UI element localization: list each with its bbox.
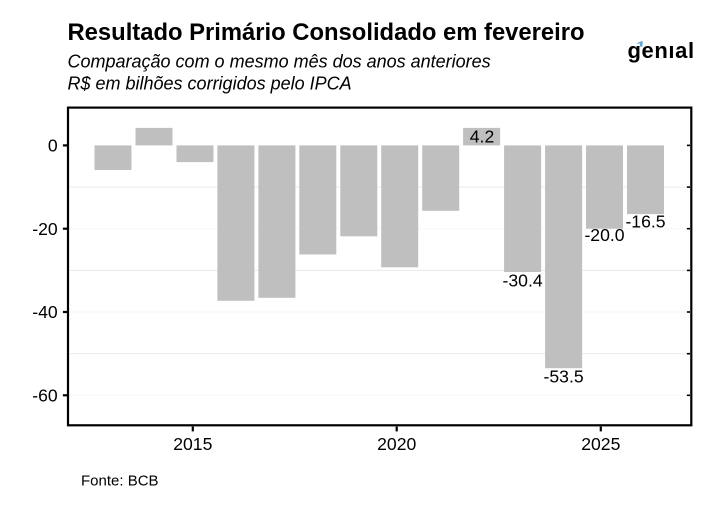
svg-text:2015: 2015 [173,434,212,454]
svg-text:-40: -40 [32,302,58,322]
svg-text:-30.4: -30.4 [503,271,543,291]
svg-text:-20: -20 [32,219,58,239]
svg-text:-20.0: -20.0 [584,225,624,245]
svg-text:Resultado Primário Consolidado: Resultado Primário Consolidado em fevere… [68,19,585,46]
svg-text:genıal: genıal [628,38,695,63]
svg-text:R$ em bilhões corrigidos pelo: R$ em bilhões corrigidos pelo IPCA [68,74,352,94]
svg-text:-60: -60 [32,386,58,406]
svg-text:4.2: 4.2 [470,127,494,147]
svg-text:0: 0 [48,136,58,156]
svg-text:-16.5: -16.5 [625,212,665,232]
svg-text:2025: 2025 [581,434,620,454]
svg-text:-53.5: -53.5 [544,367,584,387]
svg-text:Fonte: BCB: Fonte: BCB [81,473,159,490]
svg-text:2020: 2020 [377,434,416,454]
svg-text:Comparação com o mesmo mês dos: Comparação com o mesmo mês dos anos ante… [68,52,491,72]
